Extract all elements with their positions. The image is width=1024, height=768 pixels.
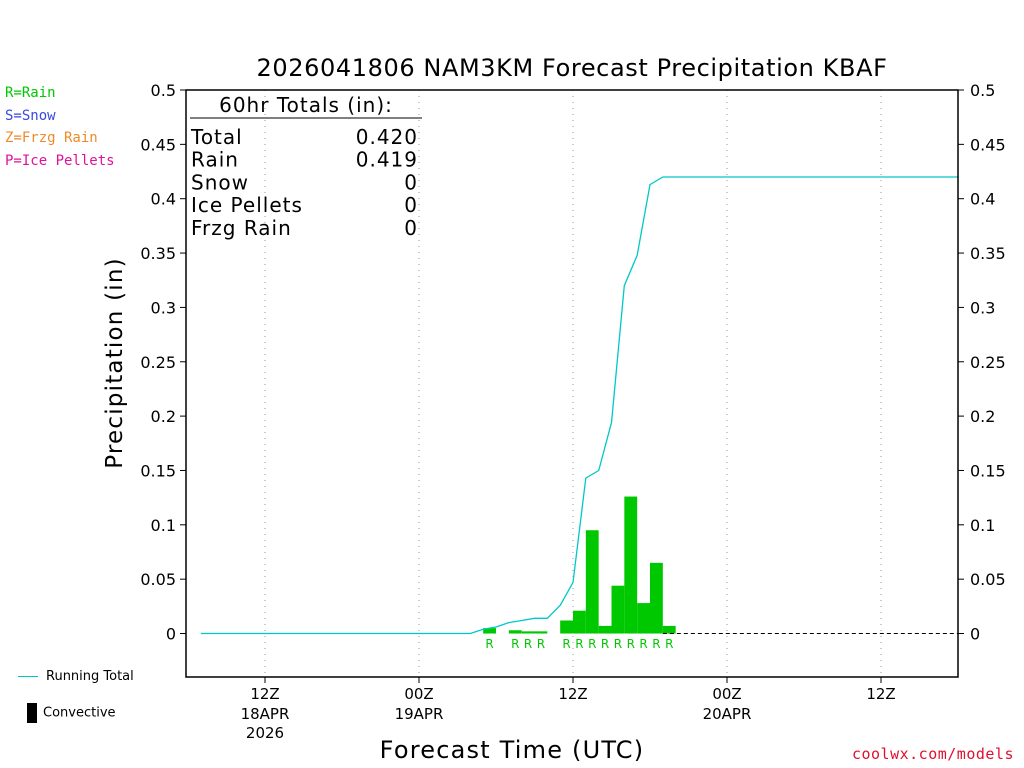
type-code-1: R — [511, 637, 519, 651]
x-axis-label: Forecast Time (UTC) — [380, 736, 645, 764]
precip-bar-1 — [508, 630, 522, 634]
precip-type-legend: R=Rain S=Snow Z=Frzg Rain P=Ice Pellets — [5, 82, 115, 172]
precip-bar-9 — [624, 496, 638, 634]
y-tick-label-right-4: 0.2 — [970, 407, 995, 426]
precip-bar-2 — [521, 631, 535, 634]
x-tick-year-0: 2026 — [246, 724, 284, 742]
type-code-3: R — [537, 637, 545, 651]
precip-bar-7 — [598, 625, 612, 634]
running-total-series — [200, 176, 958, 635]
legend-rain: R=Rain — [5, 85, 56, 101]
y-tick-label-right-6: 0.3 — [970, 298, 995, 317]
precip-bar-6 — [585, 530, 599, 634]
y-tick-label-left-4: 0.2 — [151, 407, 176, 426]
x-tick-label-4: 12Z — [866, 685, 895, 703]
legend-freezing-rain: Z=Frzg Rain — [5, 130, 98, 146]
x-tick-label-2: 12Z — [558, 685, 587, 703]
totals-row-value-3: 0 — [404, 193, 418, 217]
convective-swatch — [27, 703, 37, 723]
y-tick-label-right-10: 0.5 — [970, 81, 995, 100]
running-total-line — [200, 176, 958, 635]
y-tick-label-left-6: 0.3 — [151, 298, 176, 317]
running-total-swatch — [18, 676, 38, 677]
x-tick-date-0: 18APR — [241, 705, 290, 723]
y-axis-right: 0 0.05 0.1 0.15 0.2 0.25 0.3 0.35 0.4 0.45 0.5 — [958, 81, 1006, 644]
y-tick-label-left-9: 0.45 — [140, 135, 176, 154]
y-axis-label: Precipitation (in) — [102, 257, 128, 469]
x-tick-label-3: 00Z — [712, 685, 741, 703]
totals-row-value-2: 0 — [404, 170, 418, 194]
y-tick-label-right-3: 0.15 — [970, 461, 1006, 480]
y-tick-label-right-1: 0.05 — [970, 570, 1006, 589]
precip-bar-8 — [611, 585, 625, 634]
legend-snow: S=Snow — [5, 107, 56, 124]
type-code-2: R — [524, 637, 532, 651]
type-code-6: R — [588, 637, 596, 651]
grid-lines — [264, 90, 882, 677]
y-tick-label-right-9: 0.45 — [970, 135, 1006, 154]
totals-row-label-1: Rain — [191, 148, 239, 172]
totals-row-label-2: Snow — [191, 170, 249, 194]
credit-text: coolwx.com/models — [851, 745, 1014, 763]
y-tick-label-right-5: 0.25 — [970, 353, 1006, 372]
precip-bar-3 — [534, 631, 548, 634]
y-tick-label-right-7: 0.35 — [970, 244, 1006, 263]
type-code-11: R — [652, 637, 660, 651]
x-tick-label-1: 00Z — [404, 685, 433, 703]
precip-bar-0 — [483, 628, 496, 634]
y-tick-label-left-3: 0.15 — [140, 461, 176, 480]
y-tick-label-left-8: 0.4 — [151, 190, 176, 209]
type-code-4: R — [562, 637, 570, 651]
y-tick-label-right-8: 0.4 — [970, 190, 995, 209]
type-code-7: R — [601, 637, 609, 651]
y-tick-label-left-0: 0 — [166, 625, 176, 644]
totals-row-value-4: 0 — [404, 216, 418, 240]
y-tick-label-left-10: 0.5 — [151, 81, 176, 100]
y-axis-left: 0 0.05 0.1 0.15 0.2 0.25 0.3 0.35 0.4 0.45 0.5 — [140, 81, 186, 644]
type-code-10: R — [639, 637, 647, 651]
type-code-5: R — [575, 637, 583, 651]
totals-row-value-1: 0.419 — [356, 148, 418, 172]
x-tick-date-3: 20APR — [703, 705, 752, 723]
totals-row-value-0: 0.420 — [356, 125, 418, 149]
precip-bar-12 — [662, 625, 676, 634]
convective-label: Convective — [43, 705, 116, 721]
x-tick-date-1: 19APR — [395, 705, 444, 723]
y-tick-label-right-0: 0 — [970, 625, 980, 644]
running-total-label: Running Total — [46, 669, 134, 684]
legend-ice-pellets: P=Ice Pellets — [5, 152, 115, 169]
totals-box: 60hr Totals (in): Total 0.420 Rain 0.419 Snow… — [190, 93, 422, 240]
type-code-12: R — [665, 637, 673, 651]
chart-title: 2026041806 NAM3KM Forecast Precipitation… — [257, 54, 888, 82]
y-tick-label-left-1: 0.05 — [140, 570, 176, 589]
precip-bar-11 — [650, 562, 663, 634]
y-tick-label-left-7: 0.35 — [140, 244, 176, 263]
totals-row-label-3: Ice Pellets — [191, 193, 303, 217]
totals-row-label-4: Frzg Rain — [191, 216, 292, 240]
y-tick-label-left-5: 0.25 — [140, 353, 176, 372]
totals-heading: 60hr Totals (in): — [219, 93, 393, 117]
legend-running-total: Running Total — [18, 669, 134, 684]
totals-row-label-0: Total — [190, 125, 243, 149]
precip-bar-4 — [560, 620, 573, 634]
type-code-8: R — [614, 637, 622, 651]
precip-bars — [483, 496, 676, 634]
y-tick-label-left-2: 0.1 — [151, 516, 176, 535]
precip-bar-5 — [573, 610, 586, 634]
x-tick-label-0: 12Z — [250, 685, 279, 703]
precip-bar-10 — [637, 603, 650, 634]
y-tick-label-right-2: 0.1 — [970, 516, 995, 535]
legend-convective: Convective — [18, 703, 116, 723]
type-code-0: R — [485, 637, 493, 651]
type-code-9: R — [627, 637, 635, 651]
plot-frame — [185, 89, 959, 678]
